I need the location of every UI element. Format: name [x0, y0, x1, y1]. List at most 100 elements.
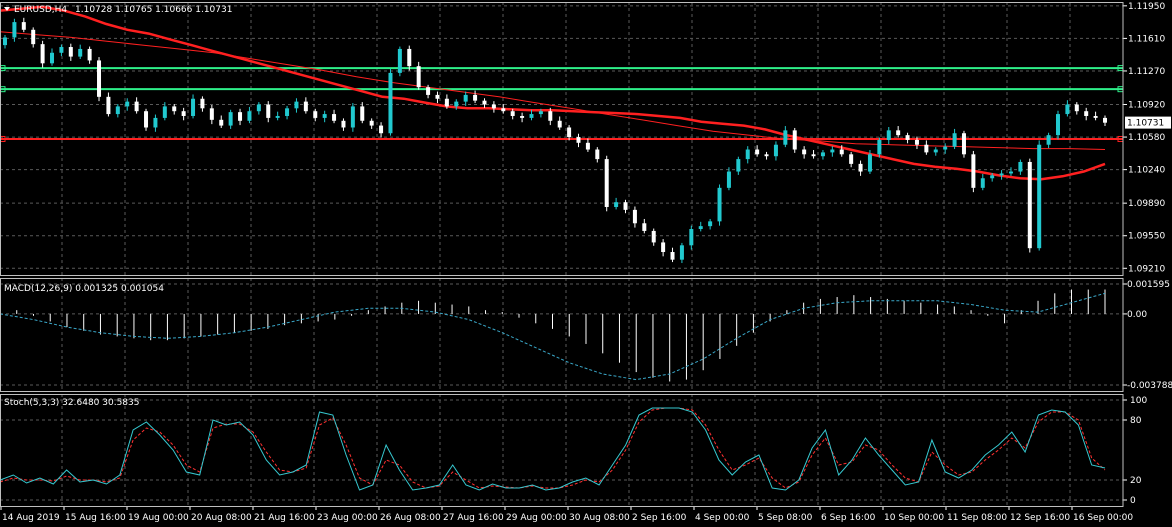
- bear-candle: [219, 119, 224, 126]
- macd-tick-label: 0.00: [1127, 310, 1147, 320]
- time-tick-label: 30 Aug 08:00: [569, 513, 630, 523]
- bear-candle: [905, 135, 910, 140]
- bear-candle: [896, 130, 901, 136]
- bear-candle: [755, 149, 760, 155]
- bear-candle: [444, 98, 449, 107]
- chart-symbol-label: EURUSD,H4: [14, 5, 67, 15]
- bear-candle: [1093, 115, 1098, 118]
- horizontal-levels[interactable]: [0, 65, 1124, 142]
- bull-candle: [78, 48, 83, 57]
- bull-candle: [952, 133, 957, 147]
- macd-axis: 0.001595 0.00 -0.003788: [1123, 280, 1172, 391]
- bear-candle: [642, 223, 647, 231]
- bull-candle: [783, 130, 788, 145]
- bull-candle: [454, 101, 459, 107]
- bull-candle: [877, 139, 882, 155]
- bull-candle: [1055, 114, 1060, 136]
- bear-candle: [200, 98, 205, 109]
- macd-signal-line: [0, 292, 1106, 381]
- bull-candle: [698, 226, 703, 230]
- bull-candle: [228, 112, 233, 126]
- bull-candle: [820, 152, 825, 157]
- time-tick-label: 29 Aug 00:00: [506, 513, 567, 523]
- macd-tick-label: -0.003788: [1127, 381, 1172, 391]
- bear-candle: [802, 149, 807, 155]
- slow-moving-average: [0, 31, 1106, 150]
- bull-candle: [538, 111, 543, 115]
- bear-candle: [313, 111, 318, 118]
- candles: [3, 17, 1107, 264]
- bear-candle: [661, 242, 666, 253]
- bear-candle: [181, 111, 186, 116]
- time-tick-label: 11 Sep 08:00: [947, 513, 1007, 523]
- bear-candle: [510, 111, 515, 116]
- stoch-main-line: [0, 407, 1106, 491]
- bear-candle: [670, 252, 675, 260]
- bear-candle: [961, 133, 966, 155]
- bear-candle: [341, 120, 346, 128]
- time-tick-label: 26 Aug 08:00: [380, 513, 441, 523]
- bear-candle: [360, 106, 365, 121]
- bull-candle: [350, 106, 355, 128]
- time-tick-label: 15 Aug 16:00: [65, 513, 126, 523]
- bear-candle: [576, 137, 581, 143]
- bear-candle: [557, 120, 562, 128]
- bear-candle: [792, 130, 797, 150]
- bull-candle: [990, 175, 995, 179]
- time-tick-label: 12 Sep 16:00: [1010, 513, 1070, 523]
- stoch-signal-line: [0, 407, 1106, 489]
- bear-candle: [811, 154, 816, 157]
- bear-candle: [435, 94, 440, 99]
- bear-candle: [858, 163, 863, 172]
- time-tick-label: 5 Sep 08:00: [758, 513, 813, 523]
- bull-candle: [275, 115, 280, 118]
- bear-candle: [144, 111, 149, 128]
- time-tick-label: 27 Aug 16:00: [443, 513, 504, 523]
- current-price-box: [1125, 116, 1171, 129]
- price-tick-label: 1.09210: [1128, 264, 1165, 274]
- price-panel[interactable]: EURUSD,H4 1.10728 1.10765 1.10666 1.1073…: [0, 2, 1171, 274]
- bear-candle: [369, 120, 374, 126]
- bull-candle: [689, 229, 694, 246]
- chart-menu-arrow-icon[interactable]: [4, 7, 10, 11]
- bull-candle: [726, 171, 731, 188]
- bull-candle: [1046, 135, 1051, 145]
- bear-candle: [604, 159, 609, 207]
- bull-candle: [162, 106, 167, 118]
- bull-candle: [980, 178, 985, 188]
- bear-candle: [473, 94, 478, 101]
- bear-candle: [839, 149, 844, 155]
- bull-candle: [943, 146, 948, 150]
- bull-candle: [1065, 104, 1070, 115]
- bear-candle: [585, 142, 590, 150]
- bear-candle: [1084, 111, 1089, 116]
- moving-averages: [0, 5, 1106, 181]
- bear-candle: [40, 44, 45, 64]
- price-tick-label: 1.10240: [1128, 166, 1165, 176]
- bull-candle: [463, 94, 468, 102]
- stoch-tick-label: 80: [1130, 416, 1142, 426]
- bear-candle: [172, 106, 177, 112]
- time-tick-label: 19 Aug 00:00: [128, 513, 189, 523]
- bull-candle: [256, 104, 261, 112]
- current-price-label: 1.10731: [1127, 119, 1164, 129]
- bear-candle: [501, 108, 506, 112]
- bear-candle: [971, 154, 976, 188]
- bear-candle: [134, 101, 139, 112]
- bull-candle: [867, 154, 872, 172]
- stoch-panel[interactable]: Stoch(5,3,3) 32.6480 30.5835 100 80 20 0: [0, 396, 1147, 506]
- bear-candle: [97, 60, 102, 97]
- bull-candle: [125, 101, 130, 107]
- bear-candle: [238, 112, 243, 121]
- time-tick-label: 14 Aug 2019: [2, 513, 60, 523]
- macd-panel[interactable]: MACD(12,26,9) 0.001325 0.001054 0.001595…: [0, 280, 1172, 391]
- bear-candle: [623, 202, 628, 210]
- chart-ohlc-label: 1.10728 1.10765 1.10666 1.10731: [75, 5, 232, 15]
- bear-candle: [1103, 117, 1107, 123]
- time-tick-label: 21 Aug 16:00: [254, 513, 315, 523]
- bull-candle: [388, 72, 393, 134]
- bear-candle: [567, 127, 572, 138]
- bull-candle: [322, 114, 327, 118]
